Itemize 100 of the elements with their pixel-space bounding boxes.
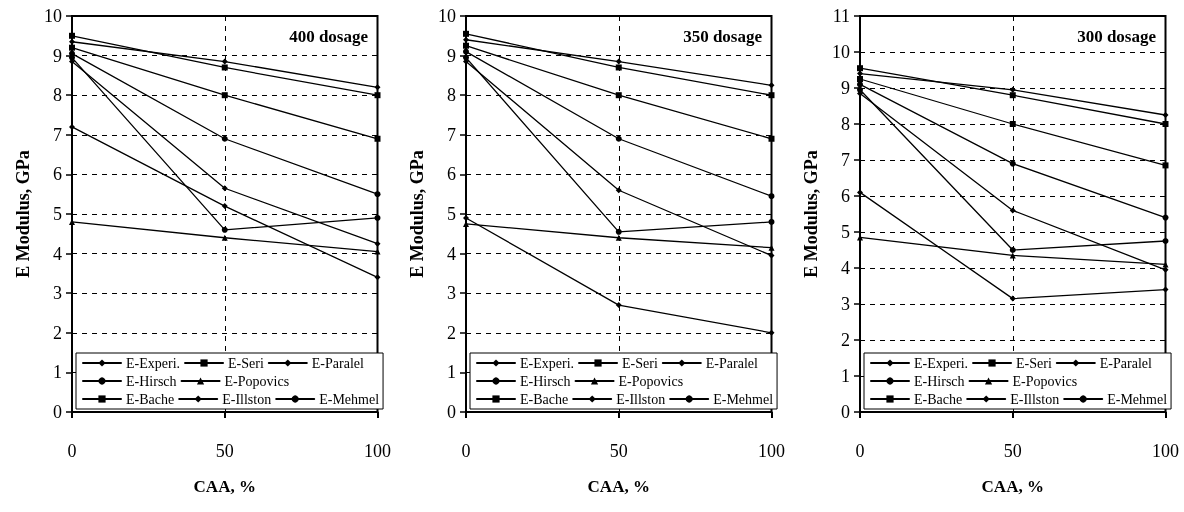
point (374, 214, 381, 221)
point (857, 65, 863, 72)
y-tick-label: 10 (44, 6, 62, 26)
point (1009, 207, 1016, 214)
point (768, 82, 775, 89)
y-tick-label: 2 (841, 330, 850, 350)
point (1162, 112, 1169, 118)
point (768, 92, 775, 99)
legend-label: E-Bache (126, 391, 175, 407)
legend-label: E-Mehmel (713, 391, 774, 407)
x-tick-label: 50 (215, 441, 234, 461)
x-axis-title: CAA, % (587, 477, 650, 496)
point (1009, 121, 1016, 127)
point (857, 81, 863, 88)
y-tick-label: 11 (832, 6, 850, 26)
y-tick-label: 3 (53, 283, 62, 304)
y-tick-label: 6 (841, 186, 850, 206)
point (374, 84, 381, 91)
y-tick-label: 0 (841, 402, 850, 422)
point (463, 30, 469, 37)
y-tick-label: 8 (447, 85, 456, 106)
x-tick-label: 100 (1152, 441, 1179, 461)
y-tick-label: 7 (53, 124, 62, 145)
y-tick-label: 3 (447, 283, 456, 304)
point (463, 48, 469, 55)
point (768, 218, 775, 225)
point (69, 32, 75, 39)
y-tick-label: 7 (447, 124, 456, 145)
point (1162, 286, 1169, 293)
point (1009, 247, 1016, 253)
y-tick-label: 10 (832, 42, 850, 62)
point (615, 302, 622, 309)
y-axis-title: E Modulus, GPa (13, 150, 33, 278)
point (221, 185, 228, 192)
x-tick-label: 50 (1003, 441, 1022, 461)
legend-label: E-Popovics (224, 373, 290, 389)
annotation: 400 dosage (289, 27, 369, 46)
point (69, 44, 75, 51)
point (221, 203, 228, 210)
point (374, 135, 381, 142)
point (615, 187, 622, 194)
point (768, 135, 775, 142)
y-tick-label: 4 (841, 258, 850, 278)
legend-label: E-Hirsch (126, 373, 177, 389)
point (1162, 261, 1169, 268)
point (221, 226, 228, 233)
legend-label: E-Popovics (1012, 373, 1078, 389)
y-tick-label: 9 (841, 78, 850, 98)
point (768, 193, 775, 200)
annotation: 300 dosage (1077, 27, 1157, 46)
legend-label: E-Hirsch (914, 373, 965, 389)
y-tick-label: 8 (53, 85, 62, 106)
point (221, 234, 228, 241)
y-tick-label: 9 (53, 45, 62, 66)
point (1009, 295, 1016, 302)
x-axis-title: CAA, % (193, 477, 256, 496)
point (221, 58, 228, 65)
legend-label: E-Paralel (311, 355, 364, 371)
x-tick-label: 100 (364, 441, 391, 461)
legend-label: E-Paralel (705, 355, 758, 371)
y-tick-label: 0 (447, 402, 456, 422)
legend-label: E-Bache (520, 391, 569, 407)
x-tick-label: 0 (461, 441, 471, 461)
point (1162, 214, 1169, 221)
point (768, 329, 775, 336)
point (1162, 266, 1169, 273)
point (374, 274, 381, 281)
point (374, 92, 381, 99)
annotation: 350 dosage (683, 27, 763, 46)
legend-label: E-Bache (914, 391, 963, 407)
point (615, 135, 622, 142)
legend-label: E-Seri (622, 355, 658, 371)
point (615, 64, 622, 71)
y-tick-label: 7 (841, 150, 850, 170)
legend-label: E-Experi. (126, 355, 181, 371)
y-tick-label: 9 (447, 45, 456, 66)
legend-label: E-Popovics (618, 373, 684, 389)
point (1009, 86, 1016, 93)
legend-label: E-Illston (616, 391, 666, 407)
point (463, 36, 469, 43)
legend-label: E-Illston (1010, 391, 1060, 407)
y-axis-title: E Modulus, GPa (801, 150, 821, 278)
legend-label: E-Seri (228, 355, 264, 371)
point (1162, 238, 1169, 244)
legend-label: E-Paralel (1099, 355, 1152, 371)
point (615, 228, 622, 235)
y-tick-label: 5 (841, 222, 850, 242)
y-tick-label: 1 (53, 362, 62, 383)
x-tick-label: 50 (609, 441, 628, 461)
x-axis-title: CAA, % (981, 477, 1044, 496)
point (768, 252, 775, 259)
legend-label: E-Mehmel (319, 391, 380, 407)
y-tick-label: 4 (53, 243, 62, 264)
point (221, 135, 228, 142)
point (374, 191, 381, 198)
point (857, 86, 863, 93)
legend-label: E-Experi. (914, 355, 969, 371)
point (615, 234, 622, 241)
y-tick-label: 3 (841, 294, 850, 314)
point (463, 54, 469, 61)
